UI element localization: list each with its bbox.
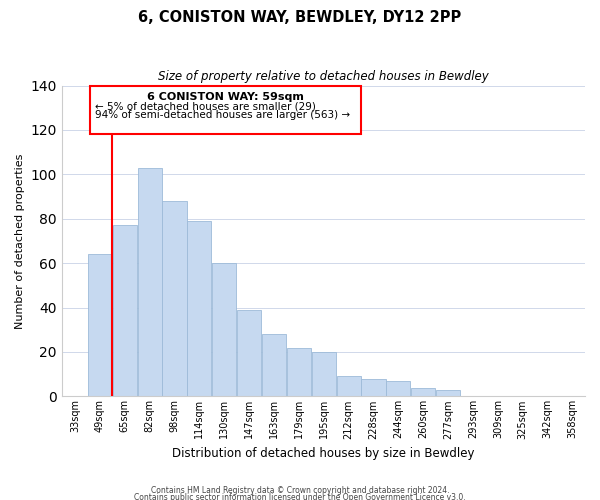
Bar <box>88 254 112 396</box>
Bar <box>113 226 137 396</box>
X-axis label: Distribution of detached houses by size in Bewdley: Distribution of detached houses by size … <box>172 447 475 460</box>
Bar <box>212 263 236 396</box>
Bar <box>337 376 361 396</box>
Text: 6, CONISTON WAY, BEWDLEY, DY12 2PP: 6, CONISTON WAY, BEWDLEY, DY12 2PP <box>139 10 461 25</box>
Bar <box>187 221 211 396</box>
Bar <box>287 348 311 397</box>
Bar <box>411 388 436 396</box>
Bar <box>386 381 410 396</box>
Y-axis label: Number of detached properties: Number of detached properties <box>15 154 25 328</box>
Bar <box>137 168 161 396</box>
Bar <box>262 334 286 396</box>
Bar <box>237 310 261 396</box>
Text: Contains public sector information licensed under the Open Government Licence v3: Contains public sector information licen… <box>134 494 466 500</box>
Text: 6 CONISTON WAY: 59sqm: 6 CONISTON WAY: 59sqm <box>147 92 304 102</box>
Bar <box>361 378 386 396</box>
Text: Contains HM Land Registry data © Crown copyright and database right 2024.: Contains HM Land Registry data © Crown c… <box>151 486 449 495</box>
Bar <box>436 390 460 396</box>
Title: Size of property relative to detached houses in Bewdley: Size of property relative to detached ho… <box>158 70 489 83</box>
Bar <box>163 201 187 396</box>
Bar <box>311 352 336 397</box>
FancyBboxPatch shape <box>90 86 361 134</box>
Text: 94% of semi-detached houses are larger (563) →: 94% of semi-detached houses are larger (… <box>95 110 350 120</box>
Text: ← 5% of detached houses are smaller (29): ← 5% of detached houses are smaller (29) <box>95 101 316 111</box>
